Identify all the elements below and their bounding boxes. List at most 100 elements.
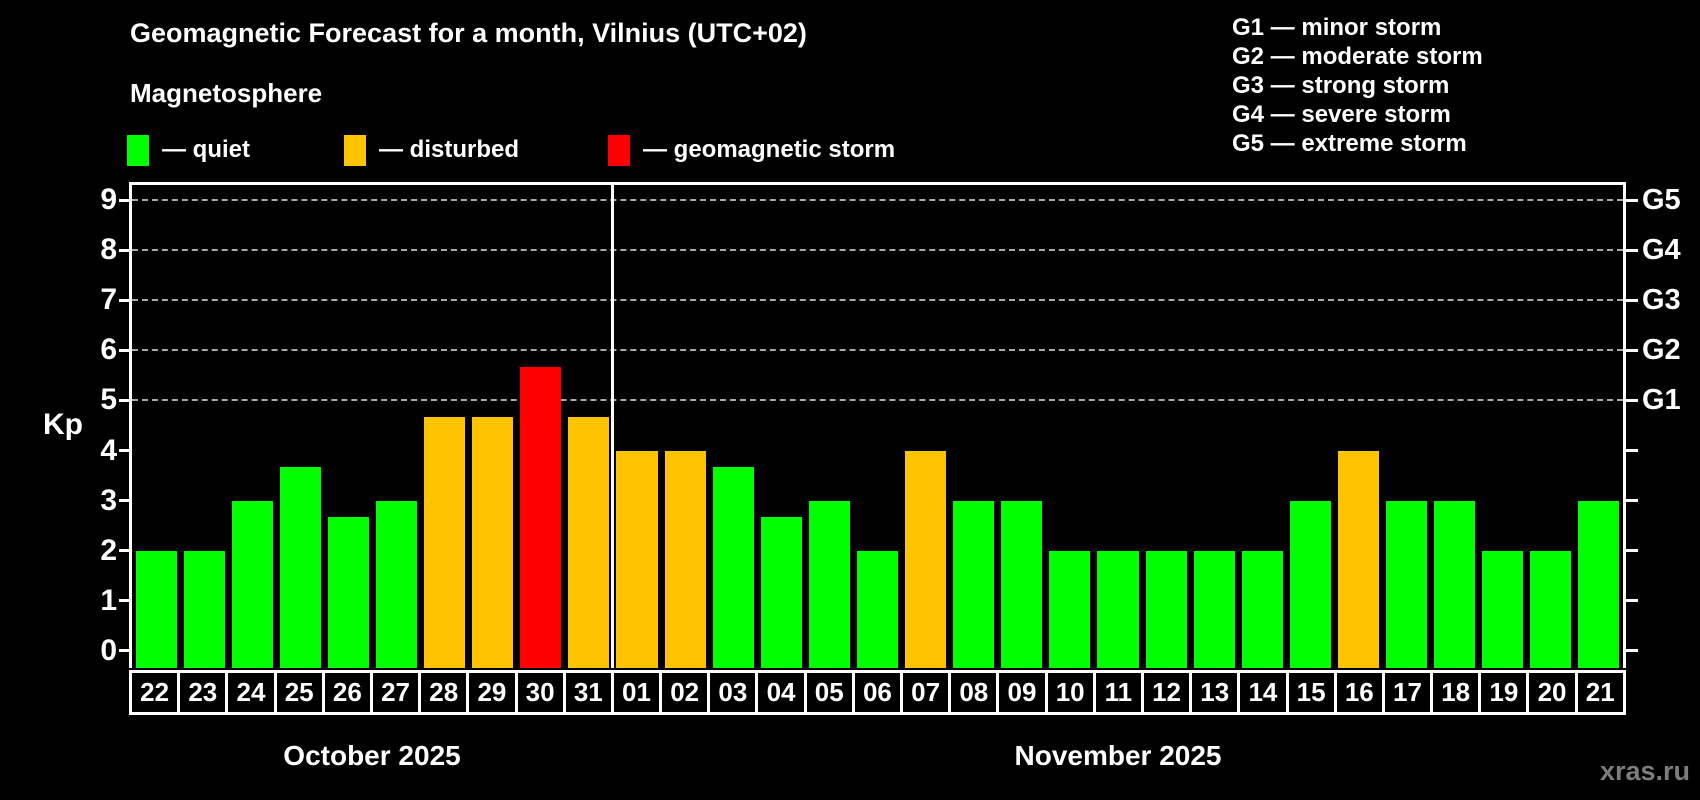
y-tick-label-6: 6 [100,333,117,367]
right-axis-label-g2: G2 [1642,334,1681,367]
right-tick-kp6 [1626,348,1638,352]
disturbed-legend-label: — disturbed [379,136,520,163]
right-tick-kp4 [1626,449,1638,453]
storm-color-swatch [608,134,630,166]
kp-bar-day-04 [760,517,802,668]
date-cell-28: 28 [421,673,470,712]
legend-item-quiet: — quiet [127,133,250,167]
kp-bar-day-06 [856,550,899,668]
gridline-kp6 [132,349,1623,352]
left-axis-line [129,182,132,668]
right-axis-label-g4: G4 [1642,234,1681,267]
date-cell-03: 03 [710,673,759,712]
kp-bar-day-07 [905,450,947,668]
kp-bar-day-16 [1337,450,1379,668]
right-axis-label-g3: G3 [1642,284,1681,317]
right-tick-kp9 [1626,198,1638,202]
date-cell-29: 29 [469,673,518,712]
date-cell-11: 11 [1096,673,1144,712]
kp-bar-day-30 [520,366,562,668]
kp-bar-day-19 [1482,550,1524,668]
right-axis-label-g1: G1 [1642,384,1681,417]
date-cell-10: 10 [1048,673,1096,712]
date-cell-27: 27 [373,673,422,712]
kp-bar-day-17 [1386,500,1428,668]
right-tick-kp1 [1626,599,1638,603]
kp-bar-day-20 [1530,550,1572,668]
kp-bar-day-29 [472,416,514,668]
y-tick-label-5: 5 [100,383,117,417]
date-cell-15: 15 [1289,673,1337,712]
gridline-kp8 [132,249,1623,252]
date-axis-row: 22 23 24 25 26 27 28 29 30 31 01 02 03 04 05 06 07 08 09 10… [129,670,1626,715]
y-axis-title: Kp [43,408,83,441]
gridline-kp5 [132,399,1623,402]
storm-legend-line-g2: G2 — moderate storm [1232,43,1483,70]
left-tick-kp5 [119,398,129,402]
date-cell-18: 18 [1433,673,1482,712]
legend-item-disturbed: — disturbed [344,133,519,167]
right-tick-kp5 [1626,398,1638,402]
month-label-october: October 2025 [283,740,461,771]
date-cell-12: 12 [1144,673,1193,712]
right-axis-label-g5: G5 [1642,184,1681,217]
date-cell-30: 30 [518,673,566,712]
storm-legend-line-g4: G4 — severe storm [1232,101,1451,128]
storm-legend-line-g5: G5 — extreme storm [1232,130,1467,157]
date-cell-02: 02 [662,673,711,712]
left-tick-kp7 [119,298,129,302]
kp-bar-day-22 [135,550,177,668]
left-tick-kp4 [119,449,129,453]
storm-legend-line-g3: G3 — strong storm [1232,72,1450,99]
date-cell-23: 23 [180,673,229,712]
left-tick-kp2 [119,549,129,553]
right-axis-line [1623,182,1626,668]
month-separator-line [611,182,615,668]
watermark: xras.ru [1599,756,1690,786]
kp-bar-day-14 [1241,550,1283,668]
left-tick-kp0 [119,649,129,653]
kp-bar-day-02 [664,450,706,668]
right-tick-kp2 [1626,549,1638,553]
kp-bar-day-18 [1434,500,1476,668]
date-cell-20: 20 [1529,673,1578,712]
y-tick-label-4: 4 [100,433,117,467]
y-tick-label-9: 9 [100,183,117,217]
y-tick-label-1: 1 [100,583,117,617]
quiet-legend-label: — quiet [162,136,250,163]
kp-bar-day-26 [327,517,369,668]
kp-bar-day-11 [1097,550,1139,668]
kp-bar-day-28 [424,416,466,668]
date-cell-19: 19 [1481,673,1530,712]
left-tick-kp6 [119,348,129,352]
right-tick-kp7 [1626,298,1638,302]
legend-item-storm: — geomagnetic storm [608,133,895,167]
date-cell-13: 13 [1192,673,1241,712]
date-cell-21: 21 [1585,677,1615,707]
kp-bar-day-12 [1145,550,1187,668]
kp-bar-day-23 [183,550,225,668]
gridline-kp9 [132,199,1623,202]
date-cell-17: 17 [1385,673,1434,712]
page-title: Geomagnetic Forecast for a month, Vilniu… [130,18,807,48]
kp-bar-day-01 [616,450,658,668]
storm-legend-line-g1: G1 — minor storm [1232,14,1442,41]
kp-bar-day-09 [1001,500,1043,668]
date-cell-01: 01 [614,673,663,712]
left-tick-kp1 [119,599,129,603]
y-tick-label-0: 0 [100,633,117,667]
storm-legend-label: — geomagnetic storm [643,136,896,163]
left-tick-kp3 [119,499,129,503]
magnetosphere-label: Magnetosphere [130,78,323,108]
kp-bar-day-15 [1289,500,1331,668]
kp-bar-day-08 [953,500,995,668]
date-cell-24: 24 [228,673,277,712]
kp-bar-day-24 [231,500,273,668]
plot-area [132,182,1623,668]
date-cell-09: 09 [999,673,1048,712]
date-cell-05: 05 [807,673,855,712]
kp-bar-day-31 [568,416,610,668]
quiet-color-swatch [127,134,149,166]
date-cell-04: 04 [758,673,807,712]
